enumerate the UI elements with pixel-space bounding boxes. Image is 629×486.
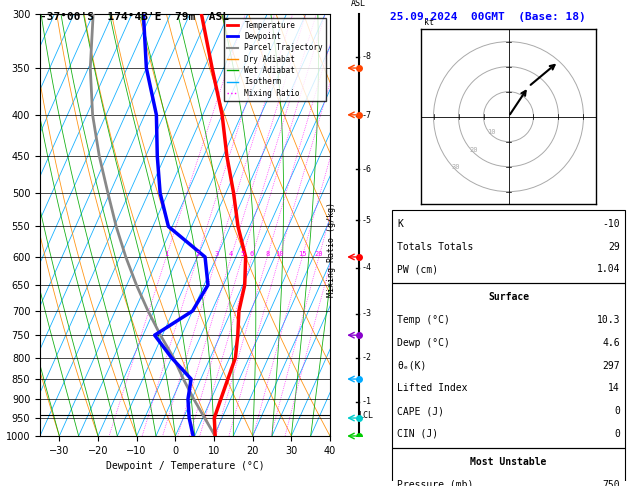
- Text: 750: 750: [602, 480, 620, 486]
- Text: 8: 8: [265, 251, 269, 257]
- Text: Pressure (mb): Pressure (mb): [397, 480, 474, 486]
- Text: Dewp (°C): Dewp (°C): [397, 338, 450, 348]
- Text: 1.04: 1.04: [596, 264, 620, 274]
- Text: Most Unstable: Most Unstable: [470, 457, 547, 467]
- Text: -4: -4: [361, 263, 371, 272]
- Text: 14: 14: [608, 383, 620, 393]
- Text: -8: -8: [361, 52, 371, 61]
- Text: PW (cm): PW (cm): [397, 264, 438, 274]
- Text: -6: -6: [361, 165, 371, 174]
- Text: CIN (J): CIN (J): [397, 429, 438, 439]
- Text: Temp (°C): Temp (°C): [397, 315, 450, 325]
- Text: 4: 4: [229, 251, 233, 257]
- Text: CAPE (J): CAPE (J): [397, 406, 444, 416]
- Legend: Temperature, Dewpoint, Parcel Trajectory, Dry Adiabat, Wet Adiabat, Isotherm, Mi: Temperature, Dewpoint, Parcel Trajectory…: [224, 18, 326, 101]
- Text: kt: kt: [423, 17, 433, 27]
- Text: Lifted Index: Lifted Index: [397, 383, 467, 393]
- Text: -7: -7: [361, 111, 371, 120]
- Text: 20: 20: [469, 147, 478, 153]
- Text: 10.3: 10.3: [596, 315, 620, 325]
- Text: LCL: LCL: [359, 411, 374, 419]
- Text: 4.6: 4.6: [602, 338, 620, 348]
- Text: 3: 3: [214, 251, 219, 257]
- Text: Totals Totals: Totals Totals: [397, 242, 474, 251]
- Text: 10: 10: [487, 129, 495, 135]
- Text: -10: -10: [602, 219, 620, 229]
- Text: Mixing Ratio (g/kg): Mixing Ratio (g/kg): [326, 202, 335, 297]
- Text: 25.09.2024  00GMT  (Base: 18): 25.09.2024 00GMT (Base: 18): [390, 12, 586, 22]
- Text: 10: 10: [275, 251, 284, 257]
- Text: km
ASL: km ASL: [351, 0, 366, 8]
- Text: 5: 5: [240, 251, 245, 257]
- Text: 0: 0: [614, 429, 620, 439]
- Text: Surface: Surface: [488, 293, 529, 302]
- Text: -37°00'S  174°4B'E  79m  ASL: -37°00'S 174°4B'E 79m ASL: [40, 12, 229, 22]
- Text: 20: 20: [314, 251, 323, 257]
- Text: -3: -3: [361, 310, 371, 318]
- Text: θₑ(K): θₑ(K): [397, 361, 426, 371]
- Text: K: K: [397, 219, 403, 229]
- Text: -2: -2: [361, 353, 371, 362]
- Bar: [392, 209, 625, 283]
- Text: 30: 30: [452, 164, 460, 170]
- X-axis label: Dewpoint / Temperature (°C): Dewpoint / Temperature (°C): [106, 461, 264, 471]
- Text: 2: 2: [196, 251, 199, 257]
- Text: -5: -5: [361, 215, 371, 225]
- Bar: [392, 448, 625, 486]
- Text: 15: 15: [298, 251, 306, 257]
- Text: 0: 0: [614, 406, 620, 416]
- Text: 29: 29: [608, 242, 620, 251]
- Text: 6: 6: [250, 251, 254, 257]
- Bar: [392, 283, 625, 448]
- Text: 1: 1: [164, 251, 169, 257]
- Text: -1: -1: [361, 397, 371, 406]
- Text: 297: 297: [602, 361, 620, 371]
